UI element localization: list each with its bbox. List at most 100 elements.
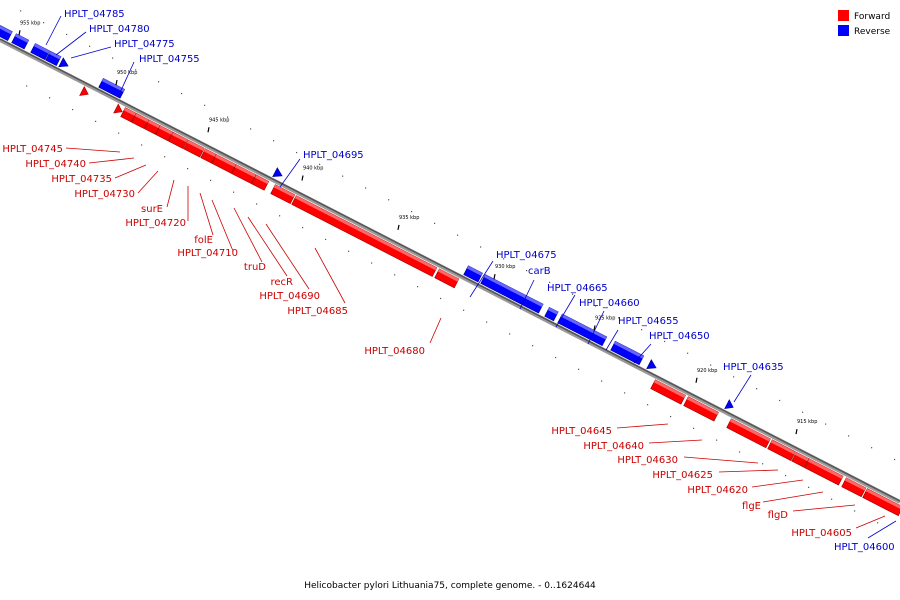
- gene-HPLT_04685: [291, 195, 438, 277]
- gene-label: HPLT_04680: [364, 346, 425, 357]
- label-leader: [616, 423, 669, 429]
- gene-label: HPLT_04630: [617, 455, 678, 466]
- grid-dot: [118, 132, 120, 134]
- gene-HPLT_04645: [650, 379, 686, 405]
- grid-dot: [486, 321, 488, 323]
- gene-label: HPLT_04720: [125, 218, 186, 229]
- kbp-tick-label: 935 kbp: [399, 215, 419, 221]
- gene-label: HPLT_04740: [25, 159, 86, 170]
- kbp-tick-mark: [795, 429, 798, 435]
- grid-dot: [831, 498, 833, 500]
- kbp-tick-mark: [695, 377, 698, 383]
- tick-dots: [20, 10, 896, 524]
- grid-dot: [49, 97, 51, 99]
- grid-dot: [457, 234, 459, 236]
- gene-HPLT_04655: [610, 340, 645, 366]
- grid-dot: [365, 187, 367, 189]
- grid-dot: [250, 128, 252, 130]
- label-leader: [114, 164, 147, 179]
- figure-caption: Helicobacter pylori Lithuania75, complet…: [304, 581, 596, 591]
- label-leader: [199, 192, 214, 236]
- grid-dot: [279, 215, 281, 217]
- gene-HPLT_04650: [646, 359, 657, 369]
- grid-dot: [72, 108, 74, 111]
- grid-dot: [670, 415, 672, 418]
- kbp-tick-mark: [18, 30, 21, 36]
- grid-dot: [756, 388, 758, 390]
- label-leader: [519, 279, 535, 310]
- kbp-tick-label: 955 kbp: [20, 20, 40, 26]
- gene-HPLT_04740: [131, 112, 150, 130]
- gene-HPLT_04720: [183, 139, 205, 158]
- gene-labels: HPLT_04745 HPLT_04740 HPLT_04735 HPLT_04730…: [2, 9, 894, 553]
- gene-forward-arrow: [79, 85, 89, 96]
- kbp-ticks: 955 kbp 950 kbp 945 kbp 940 kbp 935 kbp 930 k…: [18, 20, 817, 435]
- label-leader: [88, 157, 135, 164]
- grid-dot: [89, 45, 91, 47]
- gene-HPLT_04640: [683, 396, 719, 422]
- grid-dot: [463, 309, 465, 311]
- grid-dot: [618, 317, 620, 319]
- gene-label: HPLT_04775: [114, 39, 175, 50]
- gene-label: flgD: [768, 510, 789, 521]
- gene-label: HPLT_04665: [547, 283, 608, 294]
- gene-label: HPLT_04690: [259, 291, 320, 302]
- grid-dot: [526, 270, 528, 272]
- gene-label: recR: [271, 277, 294, 288]
- label-leader: [117, 61, 135, 98]
- gene-label: HPLT_04655: [618, 316, 679, 327]
- gene-label: HPLT_04710: [177, 248, 238, 259]
- grid-dot: [762, 463, 764, 465]
- label-leader: [233, 207, 263, 263]
- grid-dot: [112, 57, 114, 59]
- gene-label: surE: [141, 204, 163, 215]
- grid-dot: [549, 281, 551, 284]
- gene-HPLT_04745: [120, 107, 137, 123]
- grid-dot: [532, 345, 534, 347]
- label-leader: [429, 317, 442, 344]
- label-leader: [587, 310, 605, 345]
- grid-dot: [894, 458, 896, 461]
- label-leader: [265, 223, 310, 290]
- label-leader: [605, 329, 619, 351]
- legend-forward-label: Forward: [854, 12, 890, 22]
- gene-label: HPLT_04735: [51, 174, 112, 185]
- grid-dot: [135, 69, 137, 71]
- grid-dot: [877, 522, 879, 524]
- gene-label: HPLT_04785: [64, 9, 125, 20]
- gene-label: flgE: [742, 501, 761, 512]
- grid-dot: [187, 167, 189, 170]
- gene-label: HPLT_04640: [583, 441, 644, 452]
- grid-dot: [388, 199, 390, 201]
- grid-dot: [348, 250, 350, 252]
- gene-HPLT_04605: [862, 488, 900, 517]
- grid-dot: [325, 238, 327, 241]
- grid-dot: [733, 376, 735, 378]
- grid-dot: [825, 423, 827, 425]
- gene-reverse-950: [98, 77, 126, 99]
- grid-dot: [411, 210, 413, 213]
- label-leader: [45, 15, 62, 46]
- gene-HPLT_04635: [724, 399, 734, 410]
- grid-dot: [233, 191, 235, 193]
- legend-reverse-swatch: [838, 25, 849, 36]
- gene-folE: [200, 148, 217, 164]
- gene-surE: [168, 131, 188, 149]
- gene-HPLT_04710: [211, 154, 237, 174]
- kbp-tick-label: 915 kbp: [797, 419, 817, 425]
- gene-label: HPLT_04745: [2, 144, 63, 155]
- backbone-line: [0, 38, 900, 502]
- kbp-tick-mark: [301, 175, 304, 181]
- label-leader: [683, 456, 759, 464]
- label-leader: [855, 515, 886, 529]
- grid-dot: [595, 305, 597, 307]
- grid-dot: [693, 427, 695, 429]
- gene-label: folE: [194, 235, 213, 246]
- gene-label: HPLT_04695: [303, 150, 364, 161]
- kbp-tick-mark: [397, 224, 400, 230]
- gene-HPLT_04660: [557, 313, 608, 347]
- label-leader: [137, 170, 159, 194]
- grid-dot: [802, 411, 804, 413]
- gene-HPLT_04785: [0, 23, 13, 41]
- grid-dot: [371, 262, 373, 264]
